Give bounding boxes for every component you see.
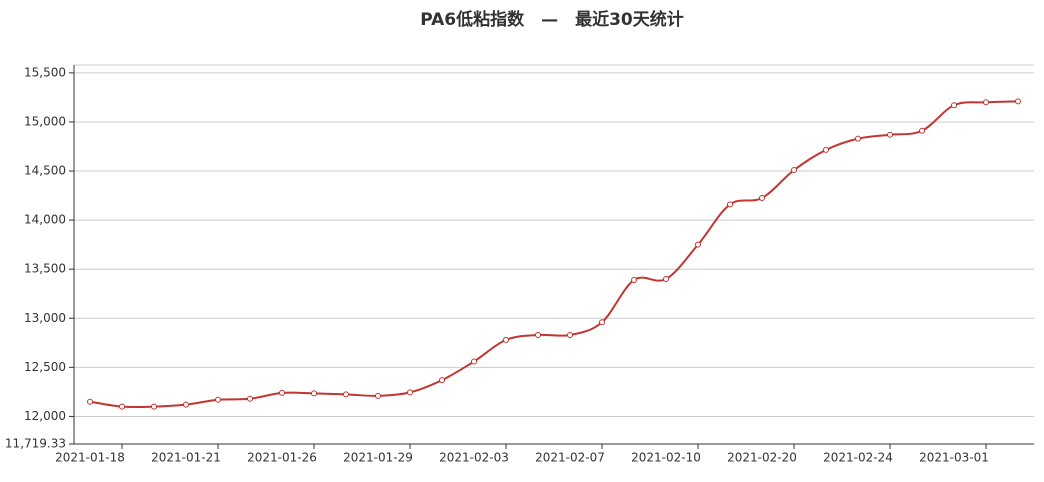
point	[631, 276, 637, 283]
x-tick-label: 2021-01-18	[55, 451, 125, 465]
point	[407, 389, 413, 396]
y-tick-label: 14,500	[24, 164, 66, 178]
point	[311, 390, 317, 397]
point	[215, 396, 221, 403]
point	[727, 201, 733, 208]
y-tick-label: 13,500	[24, 262, 66, 276]
point	[983, 99, 989, 106]
x-tick-label: 2021-02-20	[727, 451, 797, 465]
point	[87, 398, 93, 405]
point	[759, 195, 765, 202]
point	[279, 389, 285, 396]
x-tick-label: 2021-02-07	[535, 451, 605, 465]
y-tick-label: 12,500	[24, 360, 66, 374]
y-tick-label: 15,000	[24, 114, 66, 128]
point	[855, 135, 861, 142]
y-tick-label: 13,000	[24, 311, 66, 325]
point	[471, 358, 477, 365]
point	[151, 403, 157, 410]
point	[375, 392, 381, 399]
point	[119, 403, 125, 410]
y-tick-label: 11,719.33	[5, 437, 66, 451]
x-tick-label: 2021-02-24	[823, 451, 893, 465]
point	[247, 395, 253, 402]
point	[599, 319, 605, 326]
point	[823, 146, 829, 153]
point	[183, 401, 189, 408]
point	[343, 391, 349, 398]
point	[535, 331, 541, 338]
point	[919, 127, 925, 134]
chart-title: PA6低粘指数 — 最近30天统计	[420, 9, 684, 30]
x-tick-label: 2021-02-03	[439, 451, 509, 465]
point	[887, 131, 893, 138]
line	[89, 100, 1019, 409]
x-tick-label: 2021-01-21	[151, 451, 221, 465]
point	[503, 336, 509, 343]
y-tick-label: 15,500	[24, 65, 66, 79]
x-tick-label: 2021-03-01	[919, 451, 989, 465]
x-tick-label: 2021-01-26	[247, 451, 317, 465]
point	[791, 167, 797, 174]
x-tick-label: 2021-02-10	[631, 451, 701, 465]
point	[1015, 98, 1021, 105]
y-tick-label: 14,000	[24, 213, 66, 227]
point	[439, 377, 445, 384]
x-tick-label: 2021-01-29	[343, 451, 413, 465]
point	[663, 276, 669, 283]
point	[567, 331, 573, 338]
point	[951, 102, 957, 109]
point	[695, 241, 701, 248]
y-tick-label: 12,000	[24, 409, 66, 423]
